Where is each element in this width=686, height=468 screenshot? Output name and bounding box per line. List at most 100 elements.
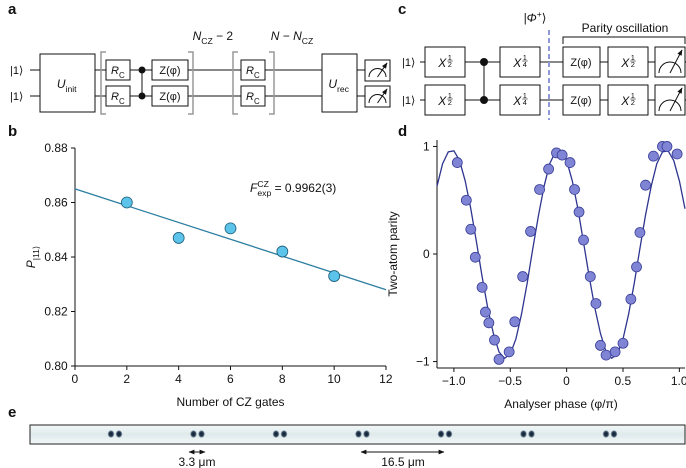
gate-label: RC: [246, 91, 260, 106]
panel-label: b: [8, 123, 17, 140]
atom: [610, 430, 618, 438]
panel-label: c: [398, 1, 406, 18]
data-point: [569, 184, 580, 195]
text-part: R: [246, 65, 254, 77]
meter-needle: [377, 62, 388, 78]
data-point: [517, 271, 529, 282]
data-point: [631, 261, 642, 273]
input-state: |1⟩: [10, 91, 23, 103]
data-point: [625, 293, 637, 305]
sub-part: C: [119, 71, 125, 80]
atom: [602, 430, 610, 438]
x-tick-label: −0.5: [498, 374, 522, 388]
panel-label: d: [398, 123, 407, 140]
gate-label: X 14: [512, 53, 528, 70]
text-part: |Φ: [524, 11, 537, 25]
y-tick-label: 0.88: [44, 141, 68, 155]
gate: [105, 59, 131, 81]
measurement: [364, 59, 391, 82]
data-point: [489, 334, 500, 346]
data-point: [525, 226, 536, 237]
data-point: [480, 306, 491, 318]
meter-arc: [368, 94, 387, 104]
gate-label: Urec: [328, 77, 349, 94]
gate-label: X 12: [620, 53, 636, 70]
bracket: [269, 51, 275, 115]
atom: [272, 430, 280, 438]
meter-needle: [377, 88, 388, 104]
x-tick-label: 6: [227, 372, 234, 386]
annotation: FCZ exp = 0.9962(3): [250, 179, 336, 198]
sub-part: C: [119, 97, 125, 106]
tail-part: − 2: [213, 29, 234, 43]
gate: [240, 85, 266, 107]
x-tick-label: 8: [279, 372, 286, 386]
input-state: |1⟩: [10, 65, 23, 77]
x-tick-label: 6: [227, 372, 234, 386]
data-point: [564, 157, 576, 168]
scale-label: 16.5 μm: [381, 455, 425, 468]
sub-part: CZ: [302, 36, 314, 46]
fraction-numerator: 1: [523, 53, 527, 62]
x-tick-label: 10: [327, 372, 341, 386]
x-tick-label: 1.0: [671, 374, 686, 388]
fraction-denominator: 4: [523, 60, 527, 69]
gate-label: X: [437, 94, 447, 108]
input-state: |1⟩: [402, 57, 415, 69]
atom: [520, 430, 527, 438]
meter-arc: [368, 68, 387, 78]
sub-part: |11⟩: [31, 246, 41, 261]
gate: [562, 46, 601, 78]
scale-label: 3.3 μm: [179, 455, 216, 468]
y-axis-label: P|11⟩: [24, 246, 41, 269]
data-point: [578, 234, 589, 246]
data-point: [476, 281, 488, 293]
scale-label: 3.3 μm: [179, 455, 216, 468]
data-point: [648, 150, 659, 162]
gate: [151, 59, 189, 81]
data-point: [465, 223, 477, 235]
fraction-denominator: 4: [523, 98, 527, 107]
repeat-label: N − NCZ: [271, 29, 314, 46]
data-point: [276, 245, 289, 258]
gate-label: RC: [246, 65, 260, 80]
y-tick-label: 0.86: [44, 196, 68, 210]
y-tick-label: 0.84: [44, 250, 68, 264]
bracket: [562, 36, 686, 44]
scale-label: 16.5 μm: [381, 455, 425, 468]
text-part: X: [437, 94, 447, 108]
text-part: U: [328, 77, 337, 91]
gate: [39, 53, 96, 113]
gate-label: RC: [111, 65, 125, 80]
bracket: [232, 51, 238, 115]
text-part: X: [620, 56, 630, 70]
control-dot: [480, 58, 488, 66]
sub-part: CZ: [201, 36, 213, 46]
y-tick-label: 0.82: [44, 305, 68, 319]
x-tick-label: 10: [327, 372, 341, 386]
gate-label: Z(φ): [159, 65, 180, 77]
text-part: N − N: [271, 29, 302, 43]
atom: [198, 430, 205, 438]
x-tick-label: 2: [123, 372, 130, 386]
x-tick-label: 0: [563, 374, 570, 388]
data-point: [661, 141, 673, 152]
y-tick-label: 0.80: [44, 359, 68, 373]
atom: [107, 430, 115, 438]
y-tick-label: 0.80: [44, 359, 68, 373]
input-state: |1⟩: [10, 91, 23, 103]
atom: [437, 430, 445, 438]
data-point: [584, 271, 596, 282]
gate: [499, 46, 541, 78]
fraction-numerator: 1: [523, 91, 527, 100]
meter-needle: [669, 87, 683, 112]
annotation: FCZ exp = 0.9962(3): [250, 179, 336, 198]
data-point: [609, 346, 621, 358]
atom: [363, 430, 370, 438]
text-part: R: [246, 91, 254, 103]
x-tick-label: 4: [175, 372, 182, 386]
bell-state: |Φ+⟩: [524, 9, 547, 25]
meter-arc: [658, 99, 682, 112]
gate-label: X: [620, 94, 630, 108]
panel-label: e: [8, 404, 16, 421]
